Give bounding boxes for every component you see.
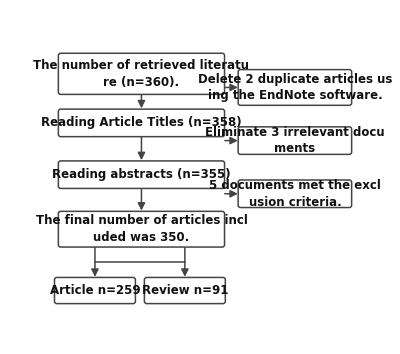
FancyBboxPatch shape (58, 161, 224, 188)
Text: Reading abstracts (n=355): Reading abstracts (n=355) (52, 168, 231, 181)
Text: The number of retrieved literatu
re (n=360).: The number of retrieved literatu re (n=3… (34, 59, 250, 88)
Text: The final number of articles incl
uded was 350.: The final number of articles incl uded w… (36, 215, 247, 244)
Text: 5 documents met the excl
usion criteria.: 5 documents met the excl usion criteria. (209, 179, 381, 209)
FancyBboxPatch shape (58, 211, 224, 247)
Text: Article n=259: Article n=259 (50, 284, 140, 297)
FancyBboxPatch shape (144, 278, 225, 304)
FancyBboxPatch shape (58, 109, 224, 137)
Text: Delete 2 duplicate articles us
ing the EndNote software.: Delete 2 duplicate articles us ing the E… (198, 73, 392, 102)
FancyBboxPatch shape (238, 70, 352, 105)
FancyBboxPatch shape (238, 180, 352, 207)
FancyBboxPatch shape (58, 53, 224, 95)
FancyBboxPatch shape (54, 278, 136, 304)
Text: Reading Article Titles (n=358): Reading Article Titles (n=358) (41, 116, 242, 130)
Text: Eliminate 3 irrelevant docu
ments: Eliminate 3 irrelevant docu ments (205, 126, 385, 155)
Text: Review n=91: Review n=91 (142, 284, 228, 297)
FancyBboxPatch shape (238, 127, 352, 154)
